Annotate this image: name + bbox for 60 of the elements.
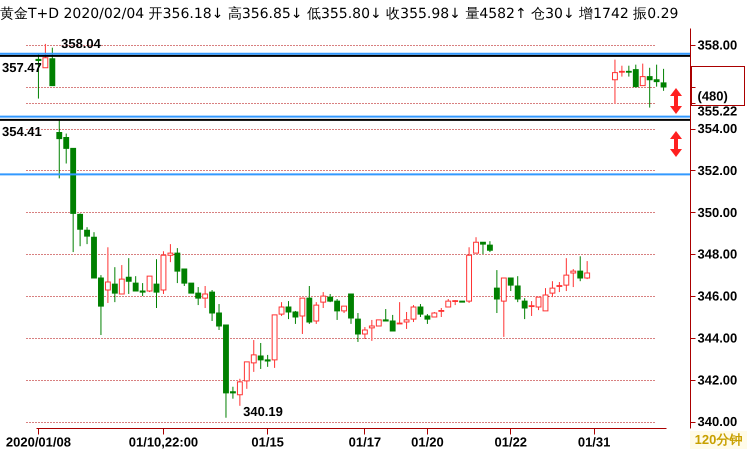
- candlestick: [104, 246, 111, 304]
- candlestick: [438, 308, 444, 318]
- candlestick: [112, 266, 118, 303]
- y-tick-label: 340.00: [698, 414, 738, 430]
- y-tick-label: 348.00: [698, 246, 738, 262]
- candlestick: [640, 63, 646, 86]
- candlestick: [202, 286, 208, 308]
- candlestick: [362, 326, 368, 340]
- ref-line-label: 354.41: [2, 124, 42, 139]
- y-tick-label: 354.00: [698, 121, 738, 136]
- candlestick: [42, 43, 48, 68]
- x-tick-label: 2020/01/08: [6, 434, 71, 450]
- candlestick: [473, 236, 479, 254]
- candlestick: [154, 258, 160, 308]
- candlestick: [660, 68, 666, 92]
- candlestick: [508, 278, 514, 292]
- candlestick: [404, 311, 410, 330]
- x-tick-label: 01/22: [494, 434, 528, 450]
- candlestick: [480, 242, 486, 255]
- y-tick-label: 342.00: [698, 372, 738, 388]
- x-tick-label: 01/31: [578, 434, 610, 450]
- candlestick: [424, 314, 430, 324]
- candlestick: [77, 212, 84, 247]
- candlestick: [278, 302, 284, 316]
- y-tick-label: 352.00: [698, 162, 738, 178]
- candlestick: [355, 312, 361, 342]
- text: 120分钟: [690, 431, 747, 449]
- candlestick: [577, 256, 584, 282]
- x-tick-label: 01/15: [251, 434, 284, 450]
- candlestick: [486, 240, 493, 253]
- chart-title: 黄金T+D 2020/02/04 开356.18↓ 高356.85↓ 低355.80↓ 收355.98↓ 量4582↑ 仓30↓ 增1742 振0.29: [0, 5, 678, 23]
- candlestick: [320, 292, 326, 308]
- annotation: 358.04: [60, 36, 102, 51]
- candlestick: [126, 258, 132, 294]
- candlestick: [313, 302, 320, 324]
- candlestick: [84, 226, 90, 245]
- candlestick: [118, 264, 125, 294]
- y-tick-label: (480) 355.22: [698, 88, 738, 118]
- candlestick: [410, 304, 416, 323]
- x-tick-label: 01/20: [411, 434, 444, 450]
- candlestick: [299, 298, 306, 334]
- candlestick: [236, 378, 243, 406]
- y-tick-label: 344.00: [698, 330, 738, 346]
- candlestick: [550, 280, 556, 298]
- candlestick: [494, 270, 500, 314]
- candlestick: [418, 304, 424, 318]
- x-tick-label: 01/17: [348, 434, 382, 450]
- y-tick-label: 358.00: [698, 37, 738, 52]
- candlestick: [396, 302, 403, 324]
- x-tick-label: 01/10,22:00: [128, 434, 198, 450]
- candlestick: [570, 268, 576, 288]
- annotation: 340.19: [242, 404, 284, 419]
- candlestick: [514, 276, 521, 303]
- candlestick: [146, 276, 152, 293]
- candlestick: [522, 298, 528, 320]
- candlestick: [306, 286, 312, 324]
- y-tick-label: 350.00: [698, 204, 738, 220]
- y-tick-label: 346.00: [698, 288, 738, 304]
- candlestick: [500, 278, 507, 338]
- candlestick: [584, 260, 590, 280]
